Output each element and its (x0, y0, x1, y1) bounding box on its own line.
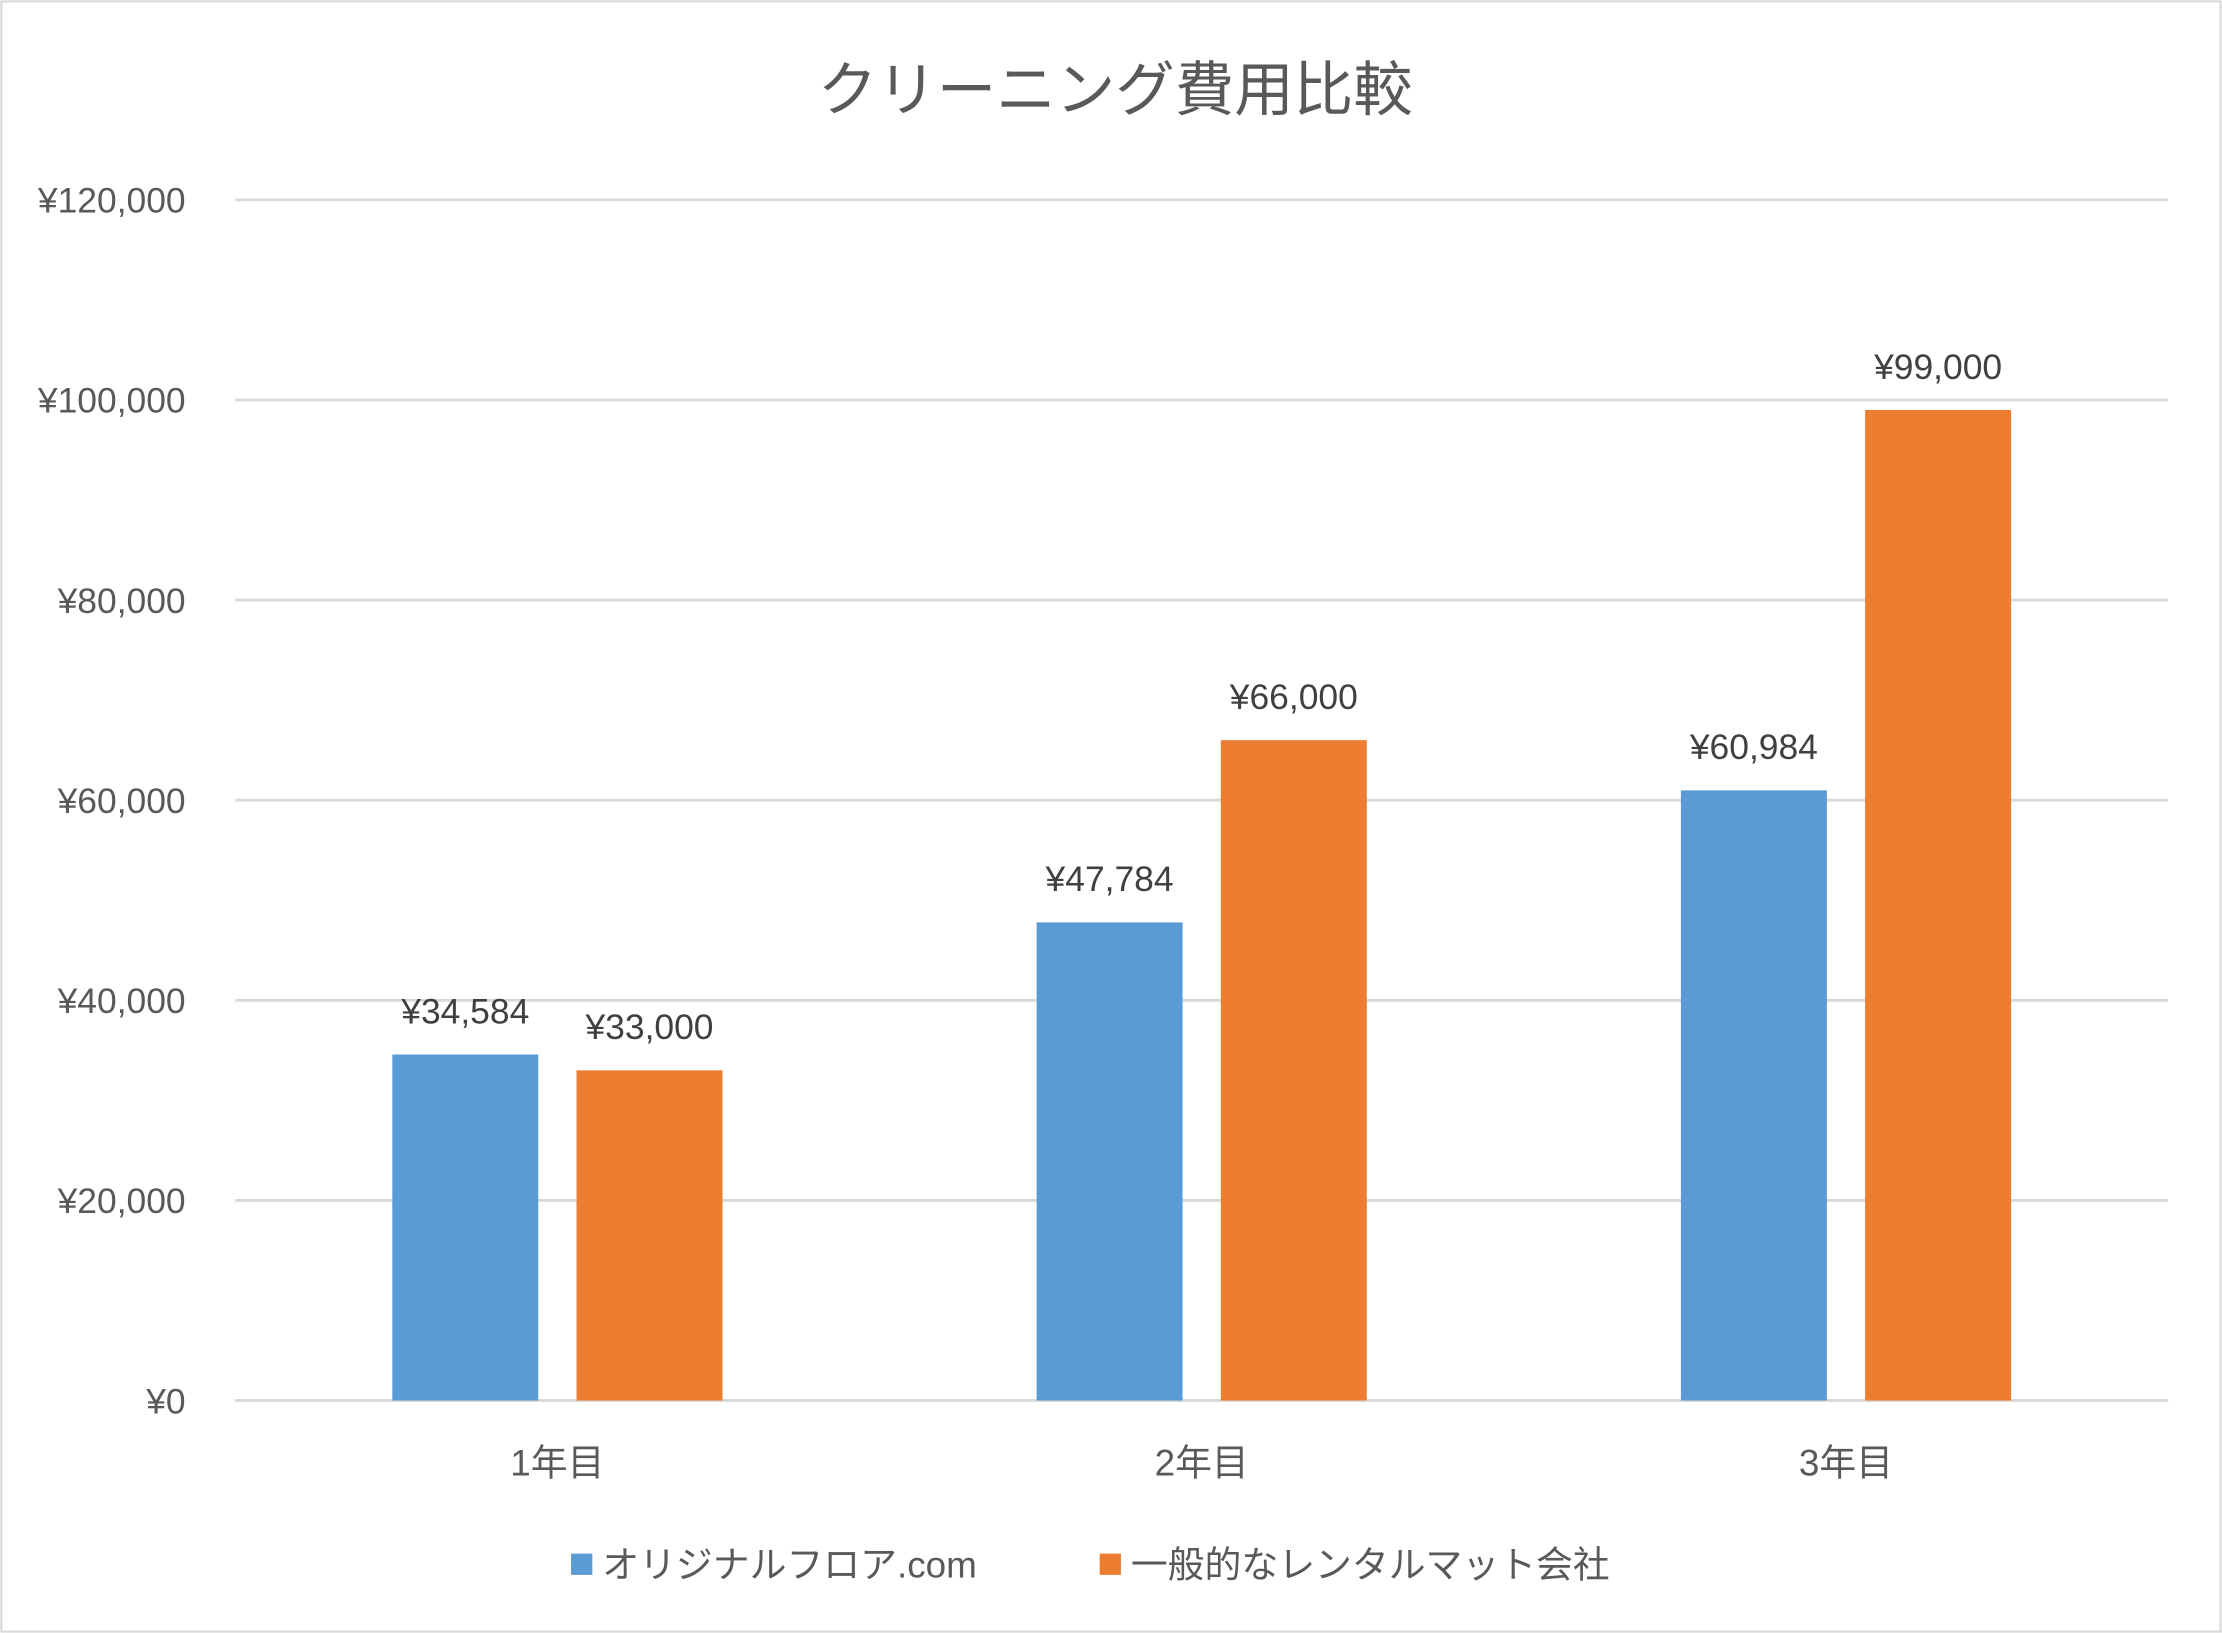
data-label: ¥99,000 (1873, 347, 2002, 387)
bar (1036, 922, 1183, 1401)
data-label: ¥60,984 (1689, 727, 1818, 767)
data-label: ¥66,000 (1229, 677, 1358, 717)
bar (1680, 790, 1827, 1401)
bar (1865, 409, 2012, 1401)
y-tick-label: ¥80,000 (57, 581, 186, 621)
legend-label: 一般的なレンタルマット会社 (1131, 1545, 1610, 1586)
x-tick-label: 2年目 (1155, 1443, 1249, 1484)
y-tick-label: ¥0 (145, 1381, 185, 1421)
legend-swatch (571, 1553, 593, 1575)
bar (576, 1070, 723, 1401)
x-tick-label: 1年目 (510, 1443, 604, 1484)
bar (392, 1054, 539, 1401)
y-tick-label: ¥120,000 (37, 181, 186, 221)
x-tick-label: 3年目 (1799, 1443, 1893, 1484)
data-label: ¥33,000 (584, 1007, 713, 1047)
legend-swatch (1099, 1553, 1121, 1575)
y-tick-label: ¥40,000 (57, 981, 186, 1021)
bar (1220, 740, 1367, 1401)
legend-label: オリジナルフロア.com (602, 1545, 977, 1586)
data-label: ¥34,584 (400, 991, 529, 1031)
chart-title: クリーニング費用比較 (818, 57, 1413, 124)
y-tick-label: ¥20,000 (57, 1181, 186, 1221)
y-tick-label: ¥60,000 (57, 781, 186, 821)
data-label: ¥47,784 (1045, 859, 1174, 899)
y-tick-label: ¥100,000 (37, 381, 186, 421)
